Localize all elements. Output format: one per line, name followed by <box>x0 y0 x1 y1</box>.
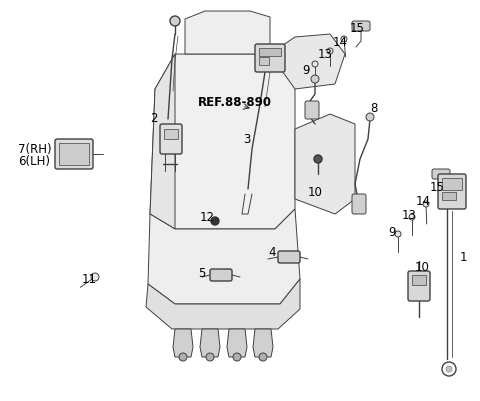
Circle shape <box>233 353 241 361</box>
Text: 14: 14 <box>333 36 348 49</box>
Text: 12: 12 <box>200 211 215 224</box>
Text: 13: 13 <box>318 49 333 61</box>
Polygon shape <box>150 55 175 229</box>
FancyBboxPatch shape <box>160 125 182 155</box>
Text: 2: 2 <box>150 111 157 124</box>
FancyBboxPatch shape <box>438 174 466 209</box>
Polygon shape <box>148 209 300 304</box>
Circle shape <box>91 273 99 281</box>
Text: 13: 13 <box>402 209 417 222</box>
Circle shape <box>327 49 333 55</box>
Text: 10: 10 <box>415 261 430 274</box>
Circle shape <box>170 17 180 27</box>
Polygon shape <box>253 329 273 357</box>
FancyBboxPatch shape <box>305 102 319 120</box>
Text: 6(LH): 6(LH) <box>18 155 50 168</box>
Bar <box>59 144 89 166</box>
Circle shape <box>179 353 187 361</box>
Bar <box>259 58 269 66</box>
Circle shape <box>314 156 322 164</box>
FancyBboxPatch shape <box>352 22 370 32</box>
Text: 14: 14 <box>416 195 431 208</box>
Text: 10: 10 <box>308 186 323 199</box>
FancyBboxPatch shape <box>278 251 300 263</box>
FancyBboxPatch shape <box>352 194 366 215</box>
Polygon shape <box>200 329 220 357</box>
Polygon shape <box>173 329 193 357</box>
Polygon shape <box>146 279 300 329</box>
Text: 5: 5 <box>198 267 205 280</box>
Text: 15: 15 <box>430 181 445 194</box>
Circle shape <box>206 353 214 361</box>
Circle shape <box>442 362 456 376</box>
Circle shape <box>259 353 267 361</box>
Text: 15: 15 <box>350 21 365 34</box>
Circle shape <box>311 76 319 84</box>
FancyBboxPatch shape <box>55 140 93 170</box>
Bar <box>164 130 178 140</box>
Circle shape <box>395 231 401 237</box>
FancyBboxPatch shape <box>255 45 285 73</box>
Circle shape <box>312 62 318 68</box>
Bar <box>442 178 462 190</box>
Text: 7(RH): 7(RH) <box>18 143 52 156</box>
Bar <box>412 275 426 285</box>
Bar <box>442 192 456 200</box>
Circle shape <box>409 215 415 221</box>
Text: 11: 11 <box>82 273 97 286</box>
Circle shape <box>341 37 347 43</box>
Text: 8: 8 <box>370 101 377 114</box>
Polygon shape <box>185 12 270 55</box>
Circle shape <box>423 201 429 207</box>
Polygon shape <box>295 115 355 215</box>
Text: 1: 1 <box>460 251 468 264</box>
Circle shape <box>211 217 219 225</box>
Polygon shape <box>270 35 345 90</box>
Polygon shape <box>227 329 247 357</box>
Text: 3: 3 <box>243 133 251 146</box>
FancyBboxPatch shape <box>210 269 232 281</box>
Circle shape <box>366 114 374 122</box>
Text: 9: 9 <box>388 226 396 239</box>
FancyBboxPatch shape <box>432 170 450 180</box>
FancyBboxPatch shape <box>408 271 430 301</box>
Circle shape <box>446 366 452 372</box>
Text: 4: 4 <box>268 246 276 259</box>
Text: REF.88-890: REF.88-890 <box>198 96 272 109</box>
Text: 9: 9 <box>302 63 310 76</box>
Bar <box>259 49 281 57</box>
Polygon shape <box>150 55 295 229</box>
